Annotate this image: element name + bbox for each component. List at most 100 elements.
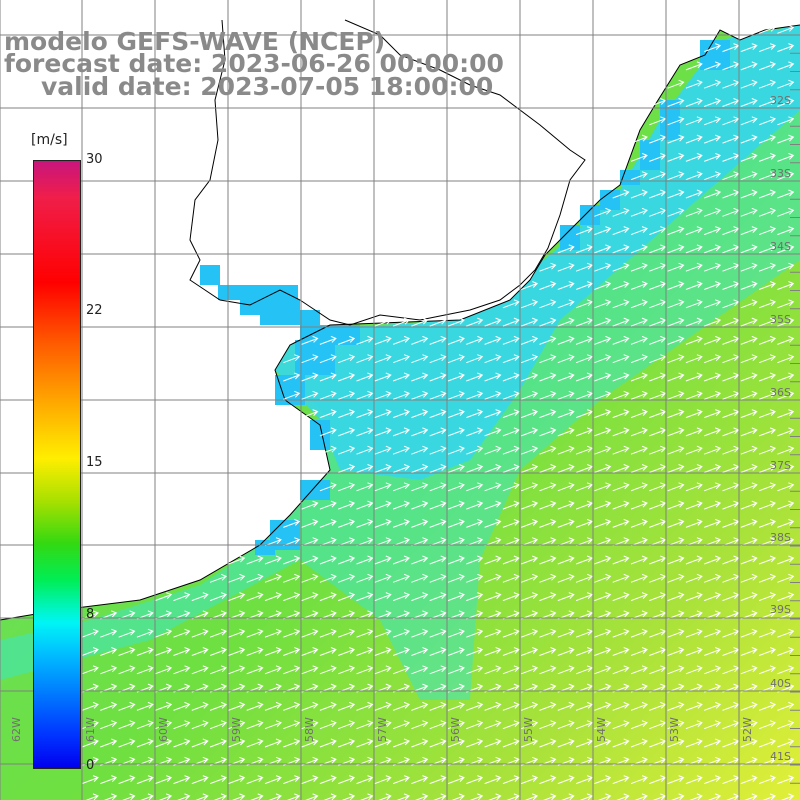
- wind-arrow: [758, 647, 776, 656]
- wind-arrow: [429, 518, 447, 528]
- wind-arrow: [704, 464, 722, 473]
- wind-arrow: [612, 665, 630, 675]
- wind-arrow: [630, 262, 648, 272]
- wind-arrow: [429, 335, 447, 345]
- wind-arrow: [466, 390, 484, 400]
- wind-arrow: [392, 409, 410, 419]
- wind-arrow: [758, 98, 776, 107]
- lon-label: 61W: [84, 717, 97, 742]
- wind-arrow: [630, 244, 648, 254]
- wind-arrow: [777, 134, 795, 144]
- wind-arrow: [447, 738, 465, 748]
- wind-arrow: [758, 79, 776, 89]
- wind-arrow: [557, 354, 575, 364]
- wind-arrow: [429, 592, 447, 602]
- wind-arrow: [740, 409, 758, 419]
- wind-arrow: [319, 555, 337, 565]
- lon-label: 52W: [741, 717, 754, 742]
- wind-arrow: [466, 628, 484, 638]
- wind-arrow: [616, 793, 630, 800]
- wind-arrow: [667, 354, 685, 364]
- wind-arrow: [155, 665, 173, 675]
- wind-arrow: [667, 244, 685, 254]
- wind-arrow: [557, 317, 575, 327]
- wind-arrow: [392, 555, 410, 565]
- wind-arrow: [447, 573, 465, 583]
- wind-arrow: [356, 354, 374, 364]
- wind-arrow: [777, 262, 795, 272]
- wind-arrow: [594, 390, 612, 400]
- wind-arrow: [447, 628, 465, 638]
- wind-arrow: [758, 24, 776, 34]
- wind-arrow: [191, 738, 209, 748]
- wind-arrow: [594, 720, 612, 730]
- wind-arrow: [539, 573, 557, 583]
- wind-arrow: [232, 793, 246, 800]
- wind-arrow: [283, 573, 301, 583]
- wind-arrow: [521, 701, 539, 711]
- wind-arrow: [557, 372, 575, 382]
- wind-arrow: [484, 445, 502, 455]
- wind-arrow: [338, 372, 356, 382]
- wind-arrow: [740, 573, 758, 583]
- wind-arrow: [392, 647, 410, 656]
- wind-arrow: [557, 335, 575, 345]
- wind-arrow: [667, 299, 685, 309]
- wind-arrow: [594, 409, 612, 419]
- wind-arrow: [319, 445, 337, 455]
- colorbar-tick: 22: [86, 303, 103, 318]
- wind-arrow: [704, 299, 722, 309]
- wind-arrow: [649, 518, 667, 528]
- wind-arrow: [429, 573, 447, 583]
- wind-arrow: [594, 738, 612, 748]
- wind-arrow: [191, 775, 209, 785]
- wind-arrow: [118, 775, 136, 785]
- wind-arrow: [246, 555, 264, 565]
- wind-arrow: [557, 409, 575, 419]
- wind-arrow: [447, 592, 465, 602]
- wind-arrow: [667, 317, 685, 327]
- wind-arrow: [612, 464, 630, 473]
- wind-arrow: [338, 390, 356, 400]
- wind-arrow: [502, 390, 520, 400]
- wind-arrow: [612, 372, 630, 382]
- wind-arrow: [466, 372, 484, 382]
- wind-arrow: [338, 701, 356, 711]
- wind-arrow: [758, 262, 776, 272]
- wind-arrow: [374, 409, 392, 419]
- wind-arrow: [301, 372, 319, 382]
- wind-arrow: [667, 409, 685, 419]
- wind-arrow: [521, 775, 539, 785]
- wind-arrow: [158, 793, 173, 800]
- wind-arrow: [338, 445, 356, 455]
- wind-arrow: [575, 390, 593, 400]
- coastal-cell: [640, 140, 660, 170]
- wind-arrow: [667, 464, 685, 473]
- lon-label: 59W: [230, 717, 243, 742]
- wind-arrow: [228, 665, 246, 675]
- wind-arrow: [557, 647, 575, 656]
- wind-arrow: [612, 445, 630, 455]
- wind-arrow: [685, 427, 703, 437]
- wind-arrow: [301, 592, 319, 602]
- wind-arrow: [612, 299, 630, 309]
- wind-arrow: [195, 793, 209, 800]
- wind-arrow: [667, 390, 685, 400]
- wind-arrow: [411, 464, 429, 473]
- coastal-cell: [255, 540, 275, 555]
- wind-arrow: [685, 573, 703, 583]
- wind-arrow: [209, 592, 227, 602]
- wind-arrow: [411, 445, 429, 455]
- wind-arrow: [429, 409, 447, 419]
- wind-arrow: [521, 720, 539, 730]
- wind-arrow: [543, 793, 557, 800]
- wind-arrow: [502, 518, 520, 528]
- lon-label: 54W: [595, 717, 608, 742]
- wind-arrow: [484, 738, 502, 748]
- wind-arrow: [557, 262, 575, 272]
- wind-arrow: [502, 482, 520, 492]
- wind-arrow: [429, 555, 447, 565]
- wind-arrow: [612, 720, 630, 730]
- wind-arrow: [740, 518, 758, 528]
- wind-arrow: [594, 628, 612, 638]
